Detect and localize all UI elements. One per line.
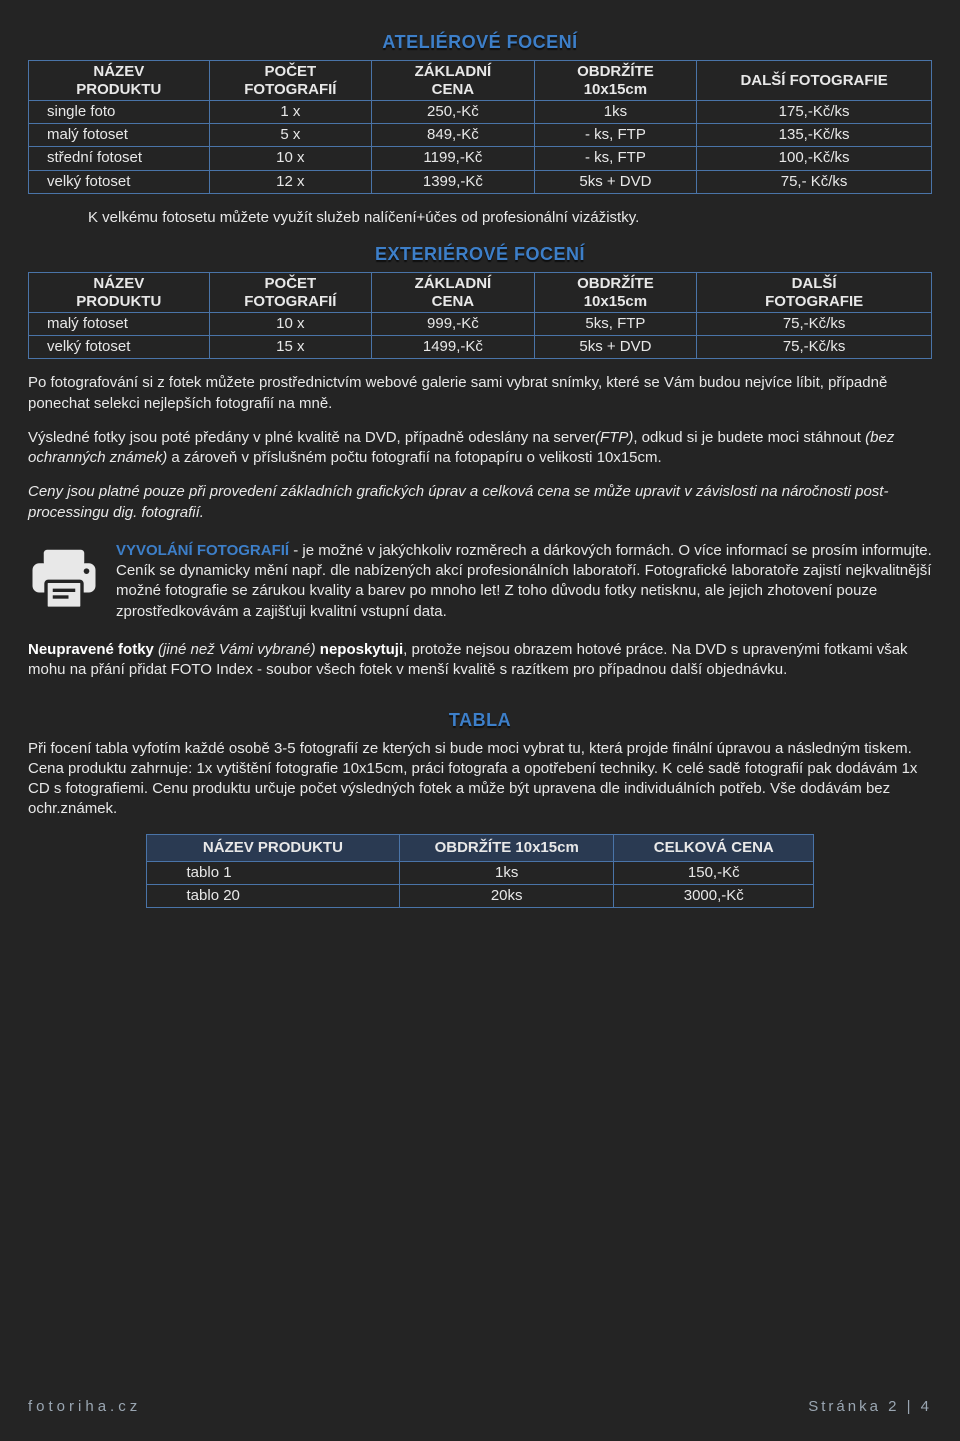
text-span: , odkud si je budete moci stáhnout	[633, 429, 865, 446]
text-bold: Neupravené fotky	[28, 641, 158, 658]
text-span-italic: (FTP)	[595, 429, 633, 446]
table-cell: 1499,-Kč	[372, 336, 535, 359]
paragraph-1: Po fotografování si z fotek můžete prost…	[28, 373, 932, 414]
table-cell: 5 x	[209, 124, 372, 147]
table-cell: single foto	[29, 100, 210, 123]
table-row: tablo 11ks150,-Kč	[146, 861, 814, 884]
table-row: tablo 2020ks3000,-Kč	[146, 885, 814, 908]
table-row: malý fotoset5 x849,-Kč- ks, FTP135,-Kč/k…	[29, 124, 932, 147]
table-cell: 1ks	[400, 861, 614, 884]
col-header-sub: FOTOGRAFIÍ	[214, 293, 368, 310]
text-italic: (jiné než Vámi vybrané)	[158, 641, 320, 658]
info-lead: VYVOLÁNÍ FOTOGRAFIÍ	[116, 542, 289, 559]
table-cell: 20ks	[400, 885, 614, 908]
table-cell: 1199,-Kč	[372, 147, 535, 170]
col-header: POČET	[265, 275, 317, 292]
table-cell: 12 x	[209, 170, 372, 193]
col-header: CELKOVÁ CENA	[614, 834, 814, 861]
table-cell: tablo 1	[146, 861, 400, 884]
table-cell: 100,-Kč/ks	[697, 147, 932, 170]
text-bold: neposkytuji	[320, 641, 403, 658]
table-cell: 1ks	[534, 100, 697, 123]
section-title-atelier: ATELIÉROVÉ FOCENÍ	[28, 30, 932, 54]
table-tabla-head: NÁZEV PRODUKTU OBDRŽÍTE 10x15cm CELKOVÁ …	[146, 834, 814, 861]
table-cell: 10 x	[209, 147, 372, 170]
col-header: NÁZEV	[93, 63, 144, 80]
col-header-sub: PRODUKTU	[33, 81, 205, 98]
table-cell: 1399,-Kč	[372, 170, 535, 193]
table-cell: 135,-Kč/ks	[697, 124, 932, 147]
col-header-sub: CENA	[376, 293, 530, 310]
table-exterier: NÁZEV PRODUKTU POČET FOTOGRAFIÍ ZÁKLADNÍ…	[28, 272, 932, 359]
col-header: NÁZEV	[93, 275, 144, 292]
col-header: OBDRŽÍTE 10x15cm	[400, 834, 614, 861]
table-exterier-head: NÁZEV PRODUKTU POČET FOTOGRAFIÍ ZÁKLADNÍ…	[29, 273, 932, 313]
col-header-sub: FOTOGRAFIE	[701, 293, 927, 310]
table-atelier-body: single foto1 x250,-Kč1ks175,-Kč/ksmalý f…	[29, 100, 932, 193]
col-header-sub: PRODUKTU	[33, 293, 205, 310]
section-title-exterier: EXTERIÉROVÉ FOCENÍ	[28, 242, 932, 266]
col-header-sub: 10x15cm	[539, 81, 693, 98]
info-row-vyvolani: VYVOLÁNÍ FOTOGRAFIÍ - je možné v jakýchk…	[28, 541, 932, 622]
table-cell: 849,-Kč	[372, 124, 535, 147]
text-span: a zároveň v příslušném počtu fotografií …	[167, 449, 661, 466]
table-cell: 999,-Kč	[372, 312, 535, 335]
col-header: OBDRŽÍTE	[577, 63, 654, 80]
footer-left: fotoriha.cz	[28, 1397, 141, 1417]
table-cell: tablo 20	[146, 885, 400, 908]
col-header: OBDRŽÍTE	[577, 275, 654, 292]
table-tabla: NÁZEV PRODUKTU OBDRŽÍTE 10x15cm CELKOVÁ …	[146, 834, 815, 909]
table-exterier-body: malý fotoset10 x999,-Kč5ks, FTP75,-Kč/ks…	[29, 312, 932, 359]
table-cell: 5ks + DVD	[534, 170, 697, 193]
table-tabla-body: tablo 11ks150,-Kčtablo 2020ks3000,-Kč	[146, 861, 814, 908]
table-cell: 5ks, FTP	[534, 312, 697, 335]
col-header-sub: FOTOGRAFIÍ	[214, 81, 368, 98]
table-cell: malý fotoset	[29, 124, 210, 147]
col-header: NÁZEV PRODUKTU	[146, 834, 400, 861]
tabla-intro: Při focení tabla vyfotím každé osobě 3-5…	[28, 739, 932, 820]
footer-right: Stránka 2 | 4	[808, 1397, 932, 1417]
col-header: POČET	[265, 63, 317, 80]
table-cell: velký fotoset	[29, 336, 210, 359]
col-header: DALŠÍ FOTOGRAFIE	[740, 72, 887, 89]
page-footer: fotoriha.cz Stránka 2 | 4	[28, 1397, 932, 1417]
section-title-tabla: TABLA	[28, 708, 932, 732]
table-cell: 75,-Kč/ks	[697, 336, 932, 359]
table-cell: 175,-Kč/ks	[697, 100, 932, 123]
table-atelier-head: NÁZEV PRODUKTU POČET FOTOGRAFIÍ ZÁKLADNÍ…	[29, 61, 932, 101]
table-row: single foto1 x250,-Kč1ks175,-Kč/ks	[29, 100, 932, 123]
paragraph-2: Výsledné fotky jsou poté předány v plné …	[28, 428, 932, 469]
table-cell: 75,-Kč/ks	[697, 312, 932, 335]
table-cell: 75,- Kč/ks	[697, 170, 932, 193]
table-cell: - ks, FTP	[534, 147, 697, 170]
table-cell: 15 x	[209, 336, 372, 359]
text-span: Výsledné fotky jsou poté předány v plné …	[28, 429, 595, 446]
printer-icon	[28, 547, 100, 611]
page-container: ATELIÉROVÉ FOCENÍ NÁZEV PRODUKTU POČET F…	[0, 0, 960, 1441]
table-row: velký fotoset12 x1399,-Kč5ks + DVD75,- K…	[29, 170, 932, 193]
info-text: VYVOLÁNÍ FOTOGRAFIÍ - je možné v jakýchk…	[116, 541, 932, 622]
table-cell: střední fotoset	[29, 147, 210, 170]
table-cell: 1 x	[209, 100, 372, 123]
paragraph-4: Neupravené fotky (jiné než Vámi vybrané)…	[28, 640, 932, 681]
col-header-sub: 10x15cm	[539, 293, 693, 310]
table-cell: malý fotoset	[29, 312, 210, 335]
table-cell: 250,-Kč	[372, 100, 535, 123]
table-row: velký fotoset15 x1499,-Kč5ks + DVD75,-Kč…	[29, 336, 932, 359]
col-header-sub: CENA	[376, 81, 530, 98]
col-header: DALŠÍ	[792, 275, 837, 292]
table-cell: 5ks + DVD	[534, 336, 697, 359]
atelier-note: K velkému fotosetu můžete využít služeb …	[88, 208, 932, 228]
col-header: ZÁKLADNÍ	[415, 275, 492, 292]
paragraph-3: Ceny jsou platné pouze při provedení zák…	[28, 482, 932, 523]
table-cell: 10 x	[209, 312, 372, 335]
table-row: malý fotoset10 x999,-Kč5ks, FTP75,-Kč/ks	[29, 312, 932, 335]
table-cell: 3000,-Kč	[614, 885, 814, 908]
table-cell: 150,-Kč	[614, 861, 814, 884]
table-cell: - ks, FTP	[534, 124, 697, 147]
table-cell: velký fotoset	[29, 170, 210, 193]
table-row: střední fotoset10 x1199,-Kč- ks, FTP100,…	[29, 147, 932, 170]
table-atelier: NÁZEV PRODUKTU POČET FOTOGRAFIÍ ZÁKLADNÍ…	[28, 60, 932, 194]
col-header: ZÁKLADNÍ	[415, 63, 492, 80]
